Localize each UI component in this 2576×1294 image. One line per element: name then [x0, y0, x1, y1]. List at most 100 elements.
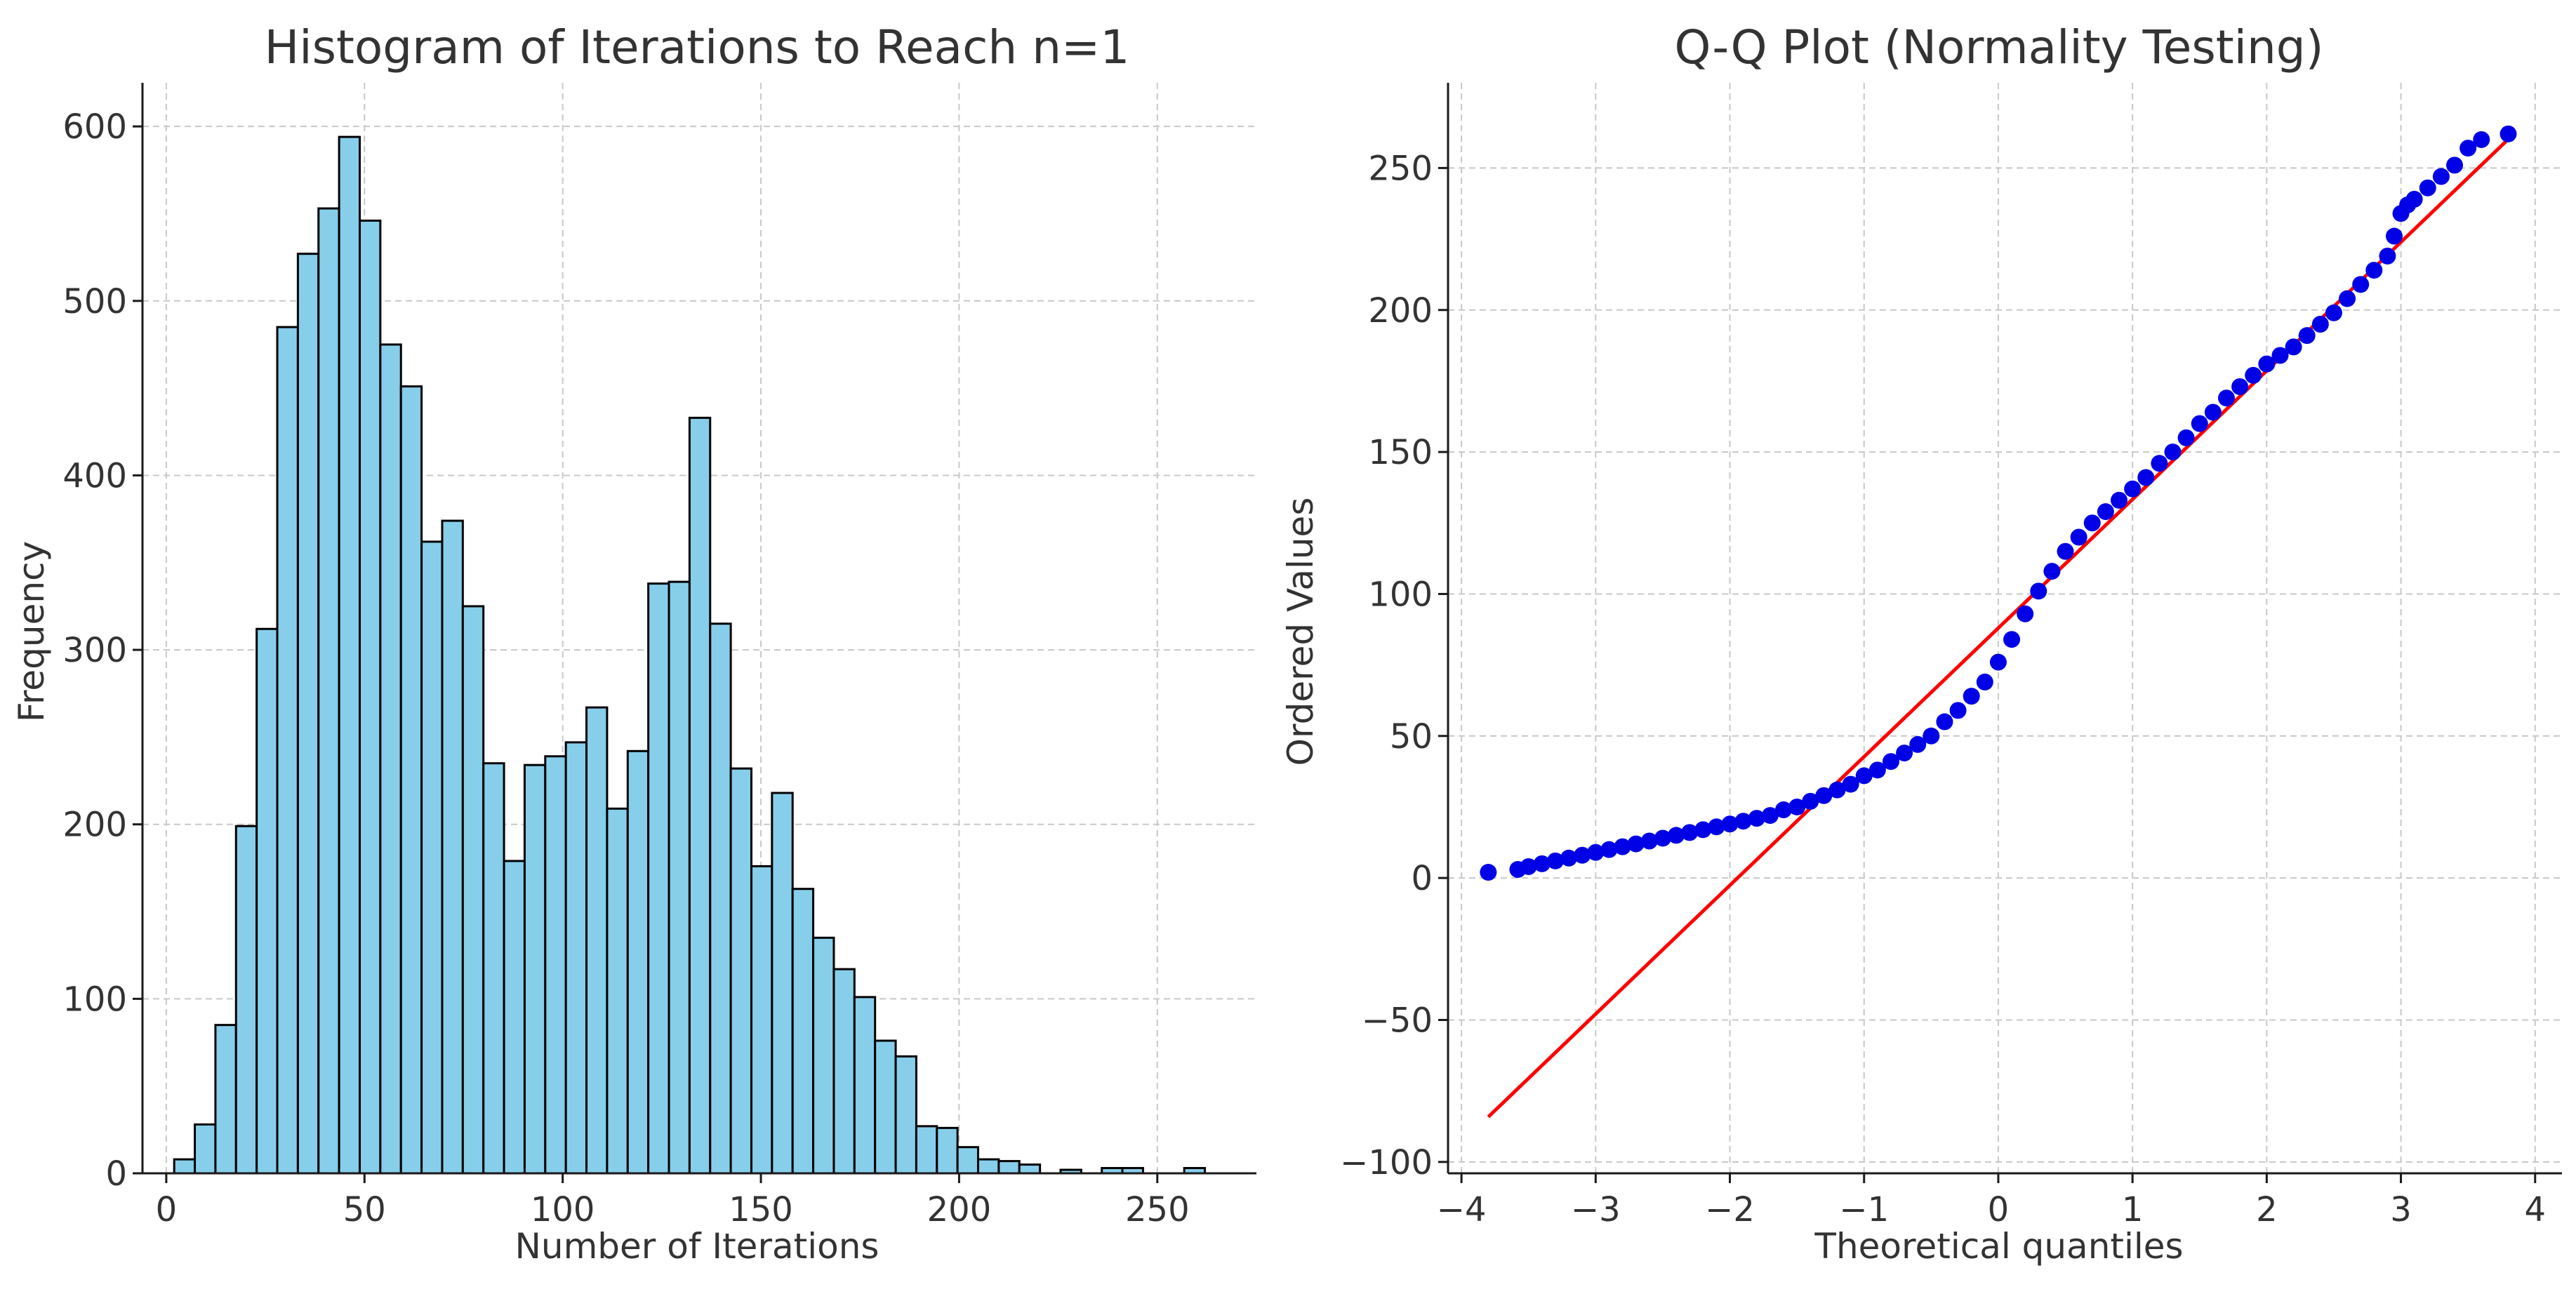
qq-point [1520, 858, 1537, 875]
qq-point [2379, 247, 2396, 265]
histogram-bar [750, 865, 774, 1175]
qq-point [1936, 713, 1953, 731]
qq-point [2245, 366, 2262, 384]
histogram-bar [915, 1125, 938, 1175]
qq-point [2177, 429, 2195, 446]
qq-point [2271, 347, 2289, 364]
qq-point [2258, 355, 2276, 373]
qq-y-tick-label: 150 [1368, 433, 1433, 472]
histogram-bar [812, 936, 835, 1175]
qq-point [2405, 190, 2423, 208]
histogram-bar [936, 1126, 959, 1175]
qq-point [1828, 781, 1846, 799]
histogram-bar [399, 385, 423, 1175]
qq-point [1896, 745, 1913, 762]
histogram-bar [874, 1039, 897, 1175]
histogram-bar [255, 627, 279, 1175]
histogram-bar [441, 519, 464, 1175]
histogram-bar [173, 1158, 197, 1175]
qq-title: Q-Q Plot (Normality Testing) [1675, 20, 2324, 74]
qq-point [1587, 843, 1605, 861]
qq-point [2043, 563, 2061, 580]
histogram-bar [358, 219, 382, 1175]
qq-point [1868, 761, 1886, 779]
histogram-bar [194, 1123, 217, 1175]
qq-point [2339, 290, 2356, 307]
qq-point [2083, 514, 2101, 532]
histogram-bar [626, 749, 650, 1175]
qq-point [1748, 810, 1765, 827]
histogram-bar [1018, 1163, 1042, 1175]
histogram-y-tick-label: 0 [105, 1154, 127, 1194]
qq-y-tick-label: −50 [1362, 1001, 1433, 1040]
qq-y-tick-label: 200 [1368, 291, 1433, 331]
histogram-bar [461, 605, 485, 1175]
qq-point [1721, 815, 1739, 833]
qq-point [2365, 262, 2383, 279]
qq-point [2385, 227, 2403, 245]
qq-x-tick-label: 2 [2256, 1190, 2278, 1229]
qq-y-tick-label: 250 [1368, 149, 1433, 188]
qq-point [2473, 131, 2490, 148]
histogram-bar [729, 767, 752, 1175]
qq-x-tick-label: 1 [2122, 1190, 2144, 1229]
qq-point [2030, 582, 2047, 600]
histogram-bar [523, 763, 547, 1175]
histogram-x-axis-label: Number of Iterations [515, 1226, 879, 1267]
histogram-bar [564, 741, 588, 1175]
qq-plot-panel: −4 −3 −2 −1 0 1 2 3 4 −100 −50 0 50 100 150 200 250 Q-Q … [1280, 20, 2562, 1267]
histogram-bar [234, 825, 258, 1175]
qq-axes [1438, 83, 2562, 1183]
histogram-bar [709, 622, 732, 1175]
histogram-x-tick-label: 150 [729, 1190, 793, 1229]
histogram-bar [997, 1160, 1021, 1175]
qq-point [2446, 156, 2464, 174]
qq-point [2285, 338, 2302, 356]
qq-reference-line [1487, 138, 2510, 1119]
qq-point [2124, 480, 2142, 498]
histogram-bar [853, 996, 877, 1175]
qq-point [1533, 855, 1551, 872]
qq-points [1480, 125, 2517, 881]
qq-y-tick-label: 0 [1411, 859, 1433, 898]
qq-point [1654, 829, 1671, 847]
qq-y-tick-label: 50 [1390, 717, 1433, 756]
qq-point [1855, 767, 1873, 785]
qq-point [2003, 631, 2021, 648]
histogram-bar [688, 416, 712, 1175]
qq-point [2057, 542, 2074, 560]
qq-y-tick-label: 100 [1368, 575, 1433, 614]
histogram-x-tick-label: 100 [531, 1190, 595, 1229]
histogram-bar [420, 540, 444, 1175]
histogram-bars [173, 135, 1207, 1175]
histogram-bar [647, 582, 670, 1175]
qq-y-tick-label: −100 [1340, 1143, 1433, 1182]
qq-x-tick-label: −2 [1705, 1190, 1755, 1229]
qq-y-axis-label: Ordered Values [1280, 498, 1321, 766]
qq-point [1614, 838, 1631, 855]
histogram-bar [544, 755, 567, 1175]
qq-point [1708, 818, 1725, 836]
histogram-bar [668, 580, 691, 1175]
qq-point [1949, 702, 1967, 719]
qq-point [1480, 864, 1497, 881]
histogram-bar [771, 792, 794, 1175]
qq-x-tick-label: −1 [1839, 1190, 1889, 1229]
qq-x-tick-label: −3 [1571, 1190, 1621, 1229]
qq-point [1600, 841, 1618, 858]
histogram-bar [585, 706, 609, 1175]
histogram-x-tick-label: 250 [1125, 1190, 1190, 1229]
qq-point [1802, 792, 1819, 810]
qq-point [1668, 827, 1685, 844]
qq-point [2432, 168, 2450, 185]
qq-point [2191, 415, 2208, 432]
histogram-x-tick-label: 200 [927, 1190, 992, 1229]
histogram-bar [791, 888, 815, 1175]
qq-point [1882, 753, 1899, 771]
histogram-bar [317, 207, 340, 1175]
qq-point [2111, 491, 2128, 509]
qq-point [2217, 389, 2235, 407]
qq-point [2311, 315, 2329, 333]
qq-point [1627, 835, 1645, 853]
